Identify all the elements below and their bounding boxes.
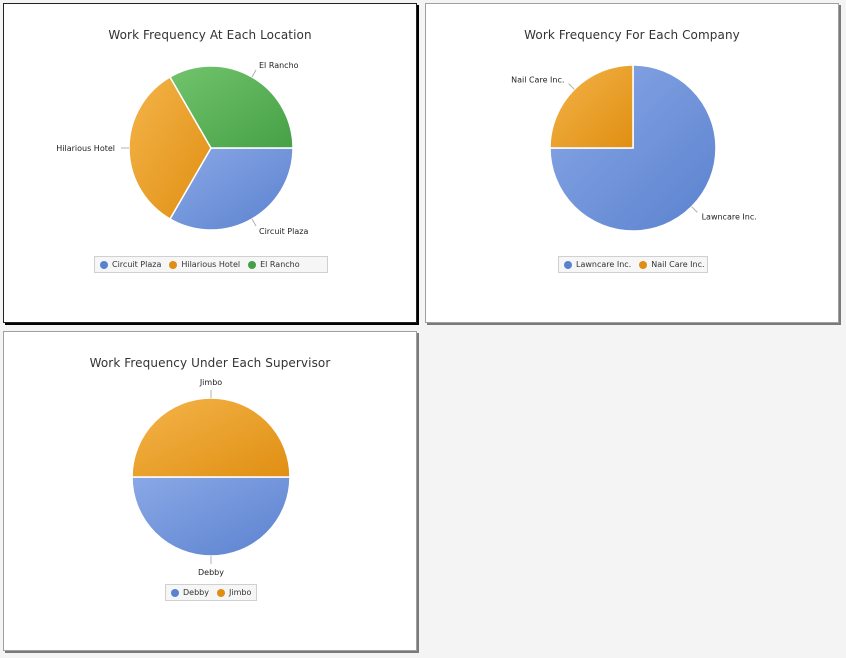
- pie-slice-jimbo[interactable]: [131, 397, 291, 478]
- legend-marker: [216, 588, 225, 597]
- legend-marker: [169, 260, 178, 269]
- supervisor-chart-panel: Work Frequency Under Each Supervisor Deb…: [3, 331, 417, 651]
- legend-label: Circuit Plaza: [112, 260, 162, 269]
- label-connector: [251, 218, 257, 227]
- label-connector: [568, 83, 575, 90]
- legend-label: Nail Care Inc.: [651, 260, 705, 269]
- legend-marker: [639, 260, 648, 269]
- chart-title: Work Frequency At Each Location: [108, 28, 312, 42]
- legend-item[interactable]: Lawncare Inc.: [564, 260, 631, 269]
- legend-item[interactable]: Hilarious Hotel: [169, 260, 240, 269]
- slice-label: Hilarious Hotel: [56, 144, 115, 153]
- pie-slice-hilarious-hotel[interactable]: [128, 75, 212, 221]
- chart-legend: Debby Jimbo: [165, 584, 257, 601]
- slice-label: El Rancho: [259, 61, 299, 70]
- chart-legend: Lawncare Inc. Nail Care Inc.: [558, 256, 708, 273]
- pie-slice-circuit-plaza[interactable]: [168, 147, 294, 231]
- legend-item[interactable]: El Rancho: [248, 260, 300, 269]
- location-pie-chart: Circuit Plaza Hilarious Hotel El Rancho: [56, 61, 308, 236]
- pie-slice-debby[interactable]: [131, 476, 291, 557]
- legend-marker: [564, 260, 572, 269]
- slice-label: Circuit Plaza: [259, 227, 308, 236]
- legend-item[interactable]: Nail Care Inc.: [639, 260, 705, 269]
- slice-label: Lawncare Inc.: [702, 213, 757, 222]
- legend-item[interactable]: Circuit Plaza: [100, 260, 161, 269]
- company-pie-chart: Lawncare Inc. Nail Care Inc.: [511, 64, 757, 232]
- slice-label: Debby: [198, 568, 224, 577]
- label-connector: [251, 69, 257, 78]
- legend-label: Debby: [183, 588, 209, 597]
- legend-marker: [171, 588, 179, 597]
- slice-label: Nail Care Inc.: [511, 75, 564, 84]
- chart-title: Work Frequency Under Each Supervisor: [89, 356, 331, 370]
- legend-label: Hilarious Hotel: [181, 260, 241, 269]
- company-chart-panel: Work Frequency For Each Company Lawncare…: [425, 3, 839, 323]
- pie-slice-el-rancho[interactable]: [168, 65, 294, 149]
- chart-title: Work Frequency For Each Company: [524, 28, 740, 42]
- legend-item[interactable]: Debby: [171, 588, 209, 597]
- legend-item[interactable]: Jimbo: [216, 588, 252, 597]
- location-chart-panel: Work Frequency At Each Location Circuit …: [3, 3, 417, 323]
- legend-label: Lawncare Inc.: [576, 260, 632, 269]
- slice-label: Jimbo: [199, 378, 222, 387]
- legend-label: Jimbo: [228, 588, 252, 597]
- label-connector: [691, 206, 698, 213]
- legend-marker: [248, 260, 257, 269]
- legend-marker: [100, 260, 108, 269]
- legend-label: El Rancho: [260, 260, 300, 269]
- supervisor-pie-chart: Debby Jimbo: [131, 378, 291, 577]
- chart-legend: Circuit Plaza Hilarious Hotel El Rancho: [94, 256, 328, 273]
